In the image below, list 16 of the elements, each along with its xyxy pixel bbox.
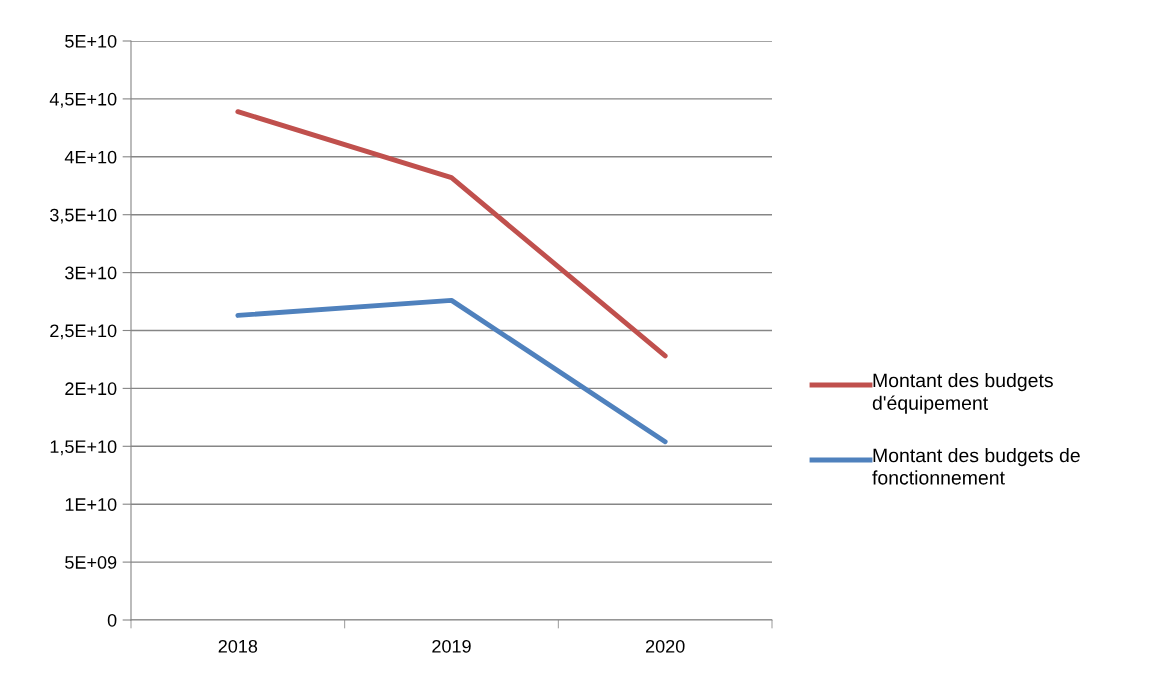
legend-label: Montant des budgets de fonctionnement xyxy=(872,448,1080,485)
y-tick-label: 2,5E+10 xyxy=(50,324,117,340)
y-tick-label: 1E+10 xyxy=(65,498,117,511)
y-tick-label: 0 xyxy=(107,613,117,627)
x-tick-label: 2019 xyxy=(432,639,471,653)
y-tick-label: 5E+09 xyxy=(65,556,117,569)
y-tick-label: 4E+10 xyxy=(64,150,117,164)
x-tick-label: 2018 xyxy=(218,639,258,653)
y-tick-label: 1,5E+10 xyxy=(50,440,117,456)
legend-label: Montant des budgets d'équipement xyxy=(872,373,1053,414)
y-tick-label: 3,5E+10 xyxy=(50,208,117,224)
y-tick-label: 3E+10 xyxy=(65,266,117,280)
y-tick-label: 2E+10 xyxy=(65,382,117,396)
y-tick-label: 5E+10 xyxy=(65,34,117,48)
y-tick-label: 4,5E+10 xyxy=(49,92,117,108)
x-tick-label: 2020 xyxy=(645,639,685,653)
